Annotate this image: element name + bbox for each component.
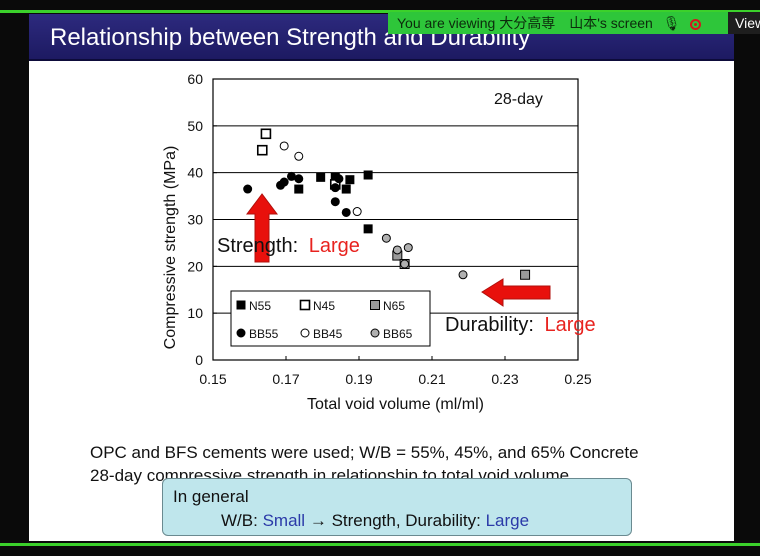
n55-point xyxy=(341,184,351,194)
y-tick-label: 10 xyxy=(187,305,203,321)
n55-point xyxy=(294,184,304,194)
caption-line-1: OPC and BFS cements were used; W/B = 55%… xyxy=(90,443,639,462)
bb45-point xyxy=(279,141,289,151)
legend-label: BB65 xyxy=(383,327,413,341)
legend-box xyxy=(230,290,431,347)
legend-label: N65 xyxy=(383,299,405,313)
strength-value: Large xyxy=(309,235,360,257)
bb55-point xyxy=(330,197,340,207)
presentation-slide: Relationship between Strength and Durabi… xyxy=(29,14,734,541)
bb55-point xyxy=(334,174,344,184)
durability-annotation: Durability: Large xyxy=(445,314,596,336)
bb65-point xyxy=(400,259,410,269)
bb65-point xyxy=(392,245,402,255)
x-tick-label: 0.15 xyxy=(199,371,226,387)
screen-share-banner-text: You are viewing 大分高専 山本's screen xyxy=(397,15,653,31)
bb65-point xyxy=(403,243,413,253)
view-options-button[interactable]: View xyxy=(728,12,760,34)
strength-label: Strength: xyxy=(217,235,298,257)
n45-point xyxy=(299,299,311,311)
chart-legend: N55 N45 N65 BB55 BB45 BB65 xyxy=(230,290,431,347)
strength-up-arrow-icon xyxy=(246,193,278,263)
n45-point xyxy=(260,128,272,140)
summary-wb-label: W/B: xyxy=(221,511,258,530)
bb55-point xyxy=(341,207,351,217)
n55-point xyxy=(363,224,373,234)
bb65-point xyxy=(458,270,468,280)
summary-arrow: → xyxy=(309,511,327,530)
axis-ticks: 0 10 20 30 40 50 60 0.15 0.17 0.19 0.21 0.23 0.25 xyxy=(187,71,591,387)
bb55-point xyxy=(236,328,246,338)
summary-middle: Strength, Durability: xyxy=(331,511,481,530)
x-tick-label: 0.21 xyxy=(418,371,445,387)
y-tick-label: 50 xyxy=(187,118,203,134)
y-tick-label: 40 xyxy=(187,165,203,181)
screen-share-border xyxy=(0,10,760,546)
n65-point xyxy=(520,269,531,280)
bb55-point xyxy=(286,171,296,181)
bb65-point xyxy=(381,233,391,243)
chart-annotation-28-day: 28-day xyxy=(494,91,543,108)
bb55-point xyxy=(279,177,289,187)
mic-muted-icon[interactable]: 🎙︎ xyxy=(662,15,681,31)
y-tick-label: 60 xyxy=(187,71,203,87)
legend-label: BB55 xyxy=(249,327,279,341)
y-tick-label: 30 xyxy=(187,212,203,228)
bb45-point xyxy=(294,151,304,161)
data-points xyxy=(243,128,531,280)
bb55-point xyxy=(330,183,340,193)
x-tick-label: 0.19 xyxy=(345,371,372,387)
recording-icon[interactable] xyxy=(690,19,702,30)
durability-left-arrow-icon xyxy=(481,278,551,307)
bb45-point xyxy=(352,207,362,217)
y-axis-label: Compressive strength (MPa) xyxy=(162,146,179,350)
summary-large: Large xyxy=(485,511,530,530)
chart-grid xyxy=(213,125,578,314)
x-tick-label: 0.25 xyxy=(564,371,591,387)
n55-point xyxy=(363,170,373,180)
durability-label: Durability: xyxy=(445,314,534,336)
n55-point xyxy=(236,300,246,310)
legend-label: N45 xyxy=(313,299,335,313)
screen-share-banner[interactable]: You are viewing 大分高専 山本's screen 🎙︎ xyxy=(388,12,728,34)
n55-point xyxy=(345,175,355,185)
x-tick-label: 0.23 xyxy=(491,371,518,387)
n45-point xyxy=(256,144,268,156)
legend-label: BB45 xyxy=(313,327,343,341)
bb55-point xyxy=(294,174,304,184)
y-tick-label: 20 xyxy=(187,258,203,274)
scatter-chart: 0 10 20 30 40 50 60 0.15 0.17 0.19 0.21 0.23 0.25 To… xyxy=(162,71,596,413)
legend-label: N55 xyxy=(249,299,271,313)
bb65-point xyxy=(370,328,380,338)
summary-small: Small xyxy=(262,511,306,530)
bb45-point xyxy=(300,328,310,338)
n65-point xyxy=(370,300,380,310)
summary-heading: In general xyxy=(173,487,249,506)
y-tick-label: 0 xyxy=(195,352,203,368)
summary-statement: W/B: Small → Strength, Durability: Large xyxy=(221,511,529,531)
x-axis-label: Total void volume (ml/ml) xyxy=(307,396,484,413)
durability-value: Large xyxy=(544,314,595,336)
x-tick-label: 0.17 xyxy=(272,371,299,387)
n55-point xyxy=(316,172,326,182)
summary-box: In general W/B: Small → Strength, Durabi… xyxy=(162,478,632,536)
bb55-point xyxy=(243,184,253,194)
strength-annotation: Strength: Large xyxy=(217,235,360,257)
